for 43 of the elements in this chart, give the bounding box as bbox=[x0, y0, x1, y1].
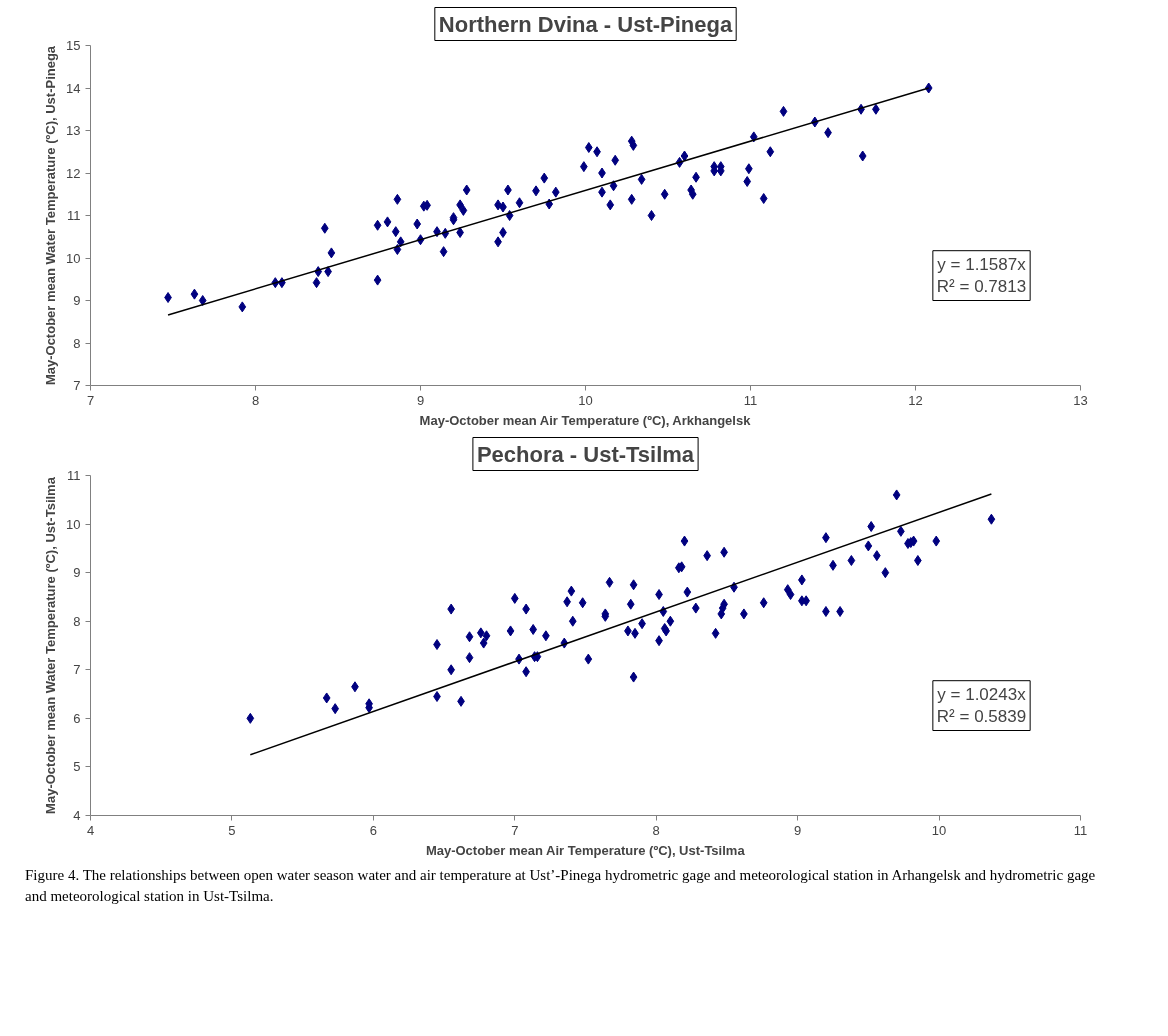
x-tick-label: 8 bbox=[652, 822, 660, 838]
x-tick-label: 11 bbox=[743, 392, 758, 408]
x-tick-label: 11 bbox=[1073, 822, 1088, 838]
y-axis-title: May-October mean Water Temperature (ºC), Ust-Tsilma bbox=[43, 476, 59, 814]
caption: Figure 4. The relationships between open water season water and air temperature at Ust’-Pinega hydrometric gage and meteorological station in Arhangelsk and hydrometric gage and meteorological station in Ust-Tsilma. bbox=[25, 866, 1097, 907]
y-tick-label: 10 bbox=[66, 516, 81, 532]
annotation: R² = 0.7813 bbox=[936, 277, 1027, 297]
y-tick-label: 8 bbox=[73, 613, 81, 629]
y-tick-label: 12 bbox=[66, 165, 81, 181]
x-tick-label: 6 bbox=[369, 822, 377, 838]
x-tick-label: 7 bbox=[511, 822, 519, 838]
x-tick-label: 8 bbox=[251, 392, 260, 408]
y-tick-label: 11 bbox=[67, 208, 81, 223]
y-tick-label: 11 bbox=[67, 468, 81, 483]
annotation: R² = 0.5839 bbox=[936, 707, 1027, 727]
x-axis-title: May-October mean Air Temperature (ºC), Ust-Tsilma bbox=[425, 842, 746, 858]
x-tick-label: 9 bbox=[416, 392, 425, 408]
x-tick-label: 7 bbox=[86, 392, 95, 408]
y-tick-label: 9 bbox=[73, 293, 81, 308]
x-axis-title: May-October mean Air Temperature (ºC), Arkhangelsk bbox=[419, 412, 752, 428]
y-tick-label: 14 bbox=[66, 80, 81, 96]
y-tick-label: 6 bbox=[73, 710, 81, 726]
x-tick-label: 9 bbox=[794, 822, 802, 838]
y-tick-label: 8 bbox=[73, 335, 81, 351]
chart-title: Pechora - Ust-Tsilma bbox=[476, 441, 695, 467]
y-tick-label: 13 bbox=[66, 123, 81, 138]
y-tick-label: 7 bbox=[73, 662, 81, 678]
y-tick-label: 15 bbox=[66, 38, 81, 53]
x-tick-label: 5 bbox=[228, 822, 236, 838]
annotation: y = 1.0243x bbox=[937, 684, 1027, 704]
x-tick-label: 12 bbox=[908, 392, 923, 408]
y-tick-label: 5 bbox=[73, 759, 81, 775]
x-tick-label: 10 bbox=[578, 392, 593, 408]
y-tick-label: 9 bbox=[73, 565, 81, 581]
chart-title: Northern Dvina - Ust-Pinega bbox=[438, 11, 733, 37]
y-tick-label: 7 bbox=[73, 378, 81, 393]
annotation: y = 1.1587x bbox=[937, 254, 1027, 274]
y-tick-label: 4 bbox=[73, 808, 81, 823]
y-axis-title: May-October mean Water Temperature (ºC), Ust-Pinega bbox=[43, 45, 59, 386]
y-tick-label: 10 bbox=[66, 250, 81, 266]
x-tick-label: 10 bbox=[931, 822, 947, 838]
x-tick-label: 13 bbox=[1073, 392, 1088, 408]
x-tick-label: 4 bbox=[86, 822, 95, 838]
